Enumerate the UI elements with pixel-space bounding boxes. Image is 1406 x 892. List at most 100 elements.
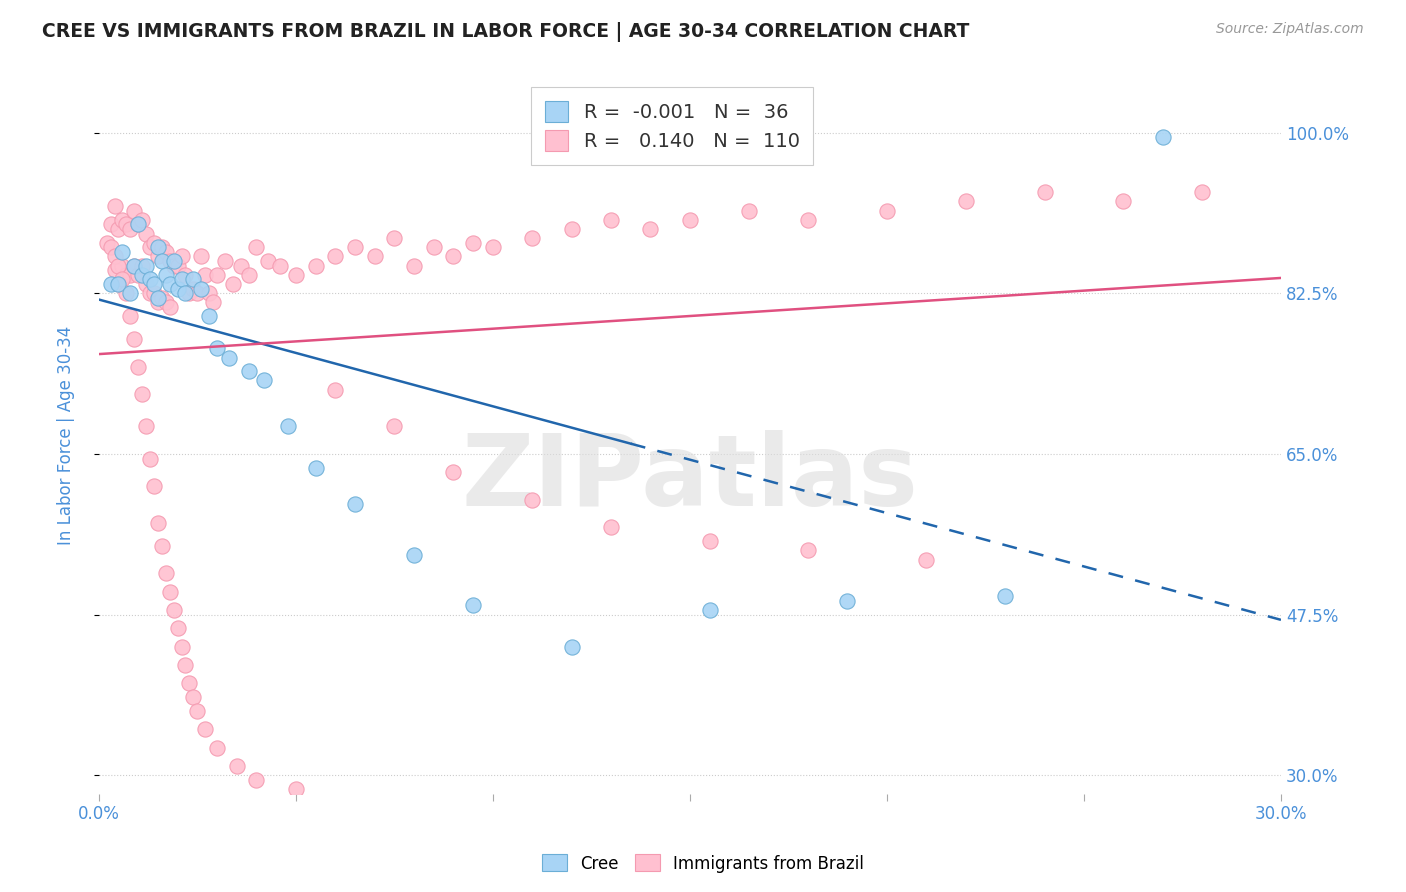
Point (100, 277, 122, 291)
Point (159, 300, 181, 314)
Point (284, 782, 307, 797)
Point (155, 268, 177, 282)
Point (699, 603, 721, 617)
Point (179, 676, 201, 690)
Point (115, 268, 138, 282)
Point (955, 194, 977, 209)
Point (170, 640, 193, 654)
Point (139, 272, 162, 286)
Point (797, 543, 820, 558)
Point (202, 295, 225, 310)
Point (402, 548, 425, 562)
Point (382, 231, 405, 245)
Point (257, 254, 280, 268)
Point (245, 240, 267, 254)
Point (135, 259, 157, 273)
Point (111, 212, 134, 227)
Point (994, 589, 1017, 603)
Point (159, 254, 181, 268)
Point (127, 218, 149, 232)
Point (127, 218, 149, 232)
Point (699, 534, 721, 549)
Point (150, 240, 173, 254)
Point (159, 584, 181, 599)
Text: CREE VS IMMIGRANTS FROM BRAZIL IN LABOR FORCE | AGE 30-34 CORRELATION CHART: CREE VS IMMIGRANTS FROM BRAZIL IN LABOR … (42, 22, 970, 42)
Point (96, 235, 118, 250)
Point (640, 222, 662, 236)
Point (245, 772, 267, 787)
Point (179, 286, 201, 301)
Point (238, 268, 260, 282)
Point (159, 277, 181, 291)
Point (166, 282, 188, 296)
Point (174, 286, 197, 301)
Point (174, 268, 197, 282)
Point (343, 497, 366, 511)
Point (127, 359, 149, 374)
Point (238, 364, 260, 378)
Point (150, 539, 173, 553)
Point (443, 250, 465, 264)
Point (183, 282, 205, 296)
Point (143, 235, 166, 250)
Point (170, 250, 193, 264)
Point (205, 268, 228, 282)
Point (163, 603, 186, 617)
Point (876, 203, 898, 218)
Point (131, 387, 153, 401)
Point (443, 465, 465, 479)
Point (155, 566, 177, 581)
Point (304, 259, 326, 273)
Point (115, 218, 138, 232)
Point (146, 295, 169, 310)
Point (422, 240, 444, 254)
Point (131, 212, 153, 227)
Point (561, 222, 583, 236)
Point (198, 309, 221, 323)
Point (111, 259, 134, 273)
Point (155, 244, 177, 259)
Point (115, 286, 138, 301)
Point (103, 250, 125, 264)
Point (174, 658, 197, 673)
Point (679, 212, 702, 227)
Point (205, 740, 228, 755)
Point (155, 295, 177, 310)
Point (284, 268, 307, 282)
Point (163, 254, 186, 268)
Point (131, 268, 153, 282)
Point (120, 222, 142, 236)
Point (122, 259, 145, 273)
Point (522, 231, 544, 245)
Point (194, 723, 217, 737)
Point (103, 199, 125, 213)
Y-axis label: In Labor Force | Age 30-34: In Labor Force | Age 30-34 (58, 326, 75, 545)
Text: Source: ZipAtlas.com: Source: ZipAtlas.com (1216, 22, 1364, 37)
Point (225, 759, 247, 773)
Point (143, 479, 166, 493)
Point (1191, 185, 1213, 199)
Point (323, 383, 346, 397)
Point (122, 332, 145, 346)
Point (1033, 185, 1056, 199)
Point (1152, 130, 1174, 145)
Point (120, 286, 142, 301)
Point (166, 259, 188, 273)
Point (194, 268, 217, 282)
Point (482, 240, 505, 254)
Point (139, 451, 162, 466)
Point (122, 259, 145, 273)
Point (100, 218, 122, 232)
Point (150, 291, 173, 305)
Point (139, 286, 162, 301)
Point (198, 286, 221, 301)
Point (402, 259, 425, 273)
Point (600, 520, 623, 534)
Point (190, 282, 212, 296)
Point (111, 272, 134, 286)
Text: ZIPatlas: ZIPatlas (461, 430, 918, 527)
Point (463, 599, 485, 613)
Point (205, 341, 228, 355)
Point (183, 272, 205, 286)
Point (100, 240, 122, 254)
